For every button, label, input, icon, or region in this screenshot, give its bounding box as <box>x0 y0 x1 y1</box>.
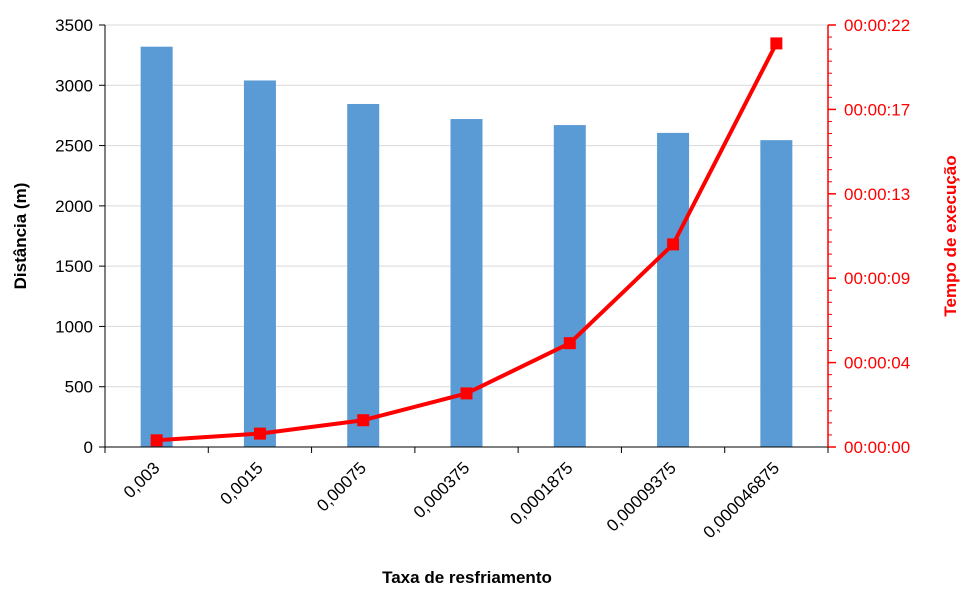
right-axis-title: Tempo de execução <box>941 155 960 316</box>
line-marker <box>253 427 266 440</box>
line-marker <box>150 434 163 447</box>
x-axis-ticks: 0,003 0,0015 0,00075 0,000375 0,0001875 0,000… <box>104 447 829 542</box>
bar <box>140 46 173 448</box>
x-tick-label: 0,0001875 <box>506 458 576 528</box>
axes <box>104 25 829 448</box>
right-tick-label: 00:00:09 <box>844 269 910 288</box>
right-axis-ticks: 00:00:00 00:00:04 00:00:09 00:00:13 00:00:17… <box>828 16 910 457</box>
line-series <box>150 37 783 447</box>
right-tick-label: 00:00:00 <box>844 438 910 457</box>
bar-series <box>140 46 793 448</box>
x-axis-title: Taxa de resfriamento <box>382 568 552 587</box>
line-marker <box>357 414 370 427</box>
x-tick-label: 0,000046875 <box>700 458 784 542</box>
x-tick-label: 0,003 <box>120 458 164 502</box>
right-tick-label: 00:00:04 <box>844 354 910 373</box>
left-tick-label: 1500 <box>55 257 93 276</box>
bar <box>760 140 793 447</box>
line-marker <box>460 387 473 400</box>
x-tick-label: 0,00075 <box>313 458 370 515</box>
left-tick-label: 3000 <box>55 76 93 95</box>
left-tick-label: 500 <box>65 378 93 397</box>
bar <box>347 103 380 447</box>
bar <box>243 80 276 447</box>
left-tick-label: 1000 <box>55 317 93 336</box>
left-tick-label: 2500 <box>55 137 93 156</box>
line-marker <box>667 238 680 251</box>
right-tick-label: 00:00:17 <box>844 100 910 119</box>
left-tick-label: 0 <box>84 438 93 457</box>
line-marker <box>770 37 783 50</box>
x-tick-label: 0,0015 <box>217 458 267 508</box>
right-tick-label: 00:00:13 <box>844 185 910 204</box>
line-marker <box>563 337 576 350</box>
left-axis-ticks: 0 500 1000 1500 2000 2500 3000 3500 <box>55 16 105 457</box>
left-axis-title: Distância (m) <box>11 183 30 290</box>
bar <box>553 125 586 448</box>
left-tick-label: 2000 <box>55 197 93 216</box>
right-tick-label: 00:00:22 <box>844 16 910 35</box>
x-tick-label: 0,000375 <box>410 458 474 522</box>
left-tick-label: 3500 <box>55 16 93 35</box>
bar <box>657 132 690 447</box>
x-tick-label: 0,00009375 <box>603 458 680 535</box>
